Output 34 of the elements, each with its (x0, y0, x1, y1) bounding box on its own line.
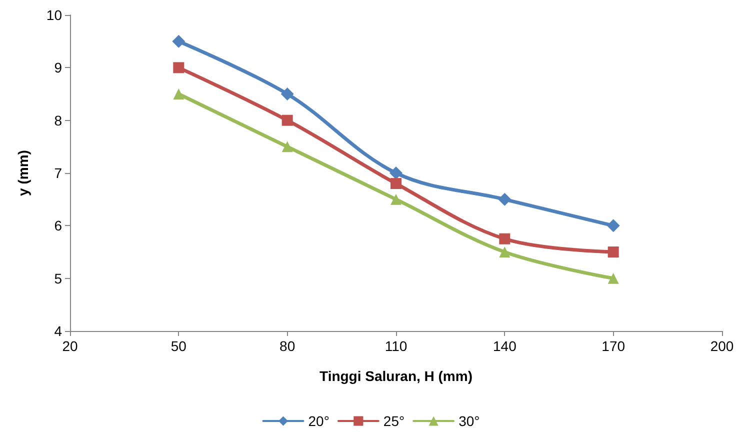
x-tick-label: 20 (62, 338, 78, 354)
point (390, 178, 402, 190)
point (173, 62, 184, 74)
x-tick-label: 140 (492, 338, 517, 354)
x-tick-label: 50 (170, 338, 187, 354)
x-tick-label: 80 (280, 338, 296, 354)
x-tick-label: 110 (384, 338, 408, 354)
legend-label: 30° (458, 413, 480, 429)
point (172, 34, 186, 48)
point (280, 88, 294, 100)
x-tick-label: 170 (602, 338, 626, 354)
point (390, 194, 402, 205)
y-tick-label: 5 (54, 270, 62, 286)
y-tick-label: 8 (54, 112, 62, 128)
y-tick-label: 6 (54, 218, 62, 234)
y-tick-label: 4 (54, 323, 62, 339)
y-axis-title: y (mm) (15, 150, 31, 196)
point (499, 246, 510, 258)
point (173, 88, 184, 100)
point (499, 233, 510, 244)
x-axis-title: Tinggi Saluran, H (mm) (320, 368, 472, 384)
point (608, 272, 619, 284)
point (282, 141, 293, 152)
point (390, 166, 402, 180)
y-tick-label: 7 (54, 165, 62, 181)
y-tick-label: 9 (54, 60, 62, 76)
point (608, 246, 619, 258)
legend-label: 20° (308, 413, 330, 429)
point (282, 114, 293, 126)
x-tick-label: 200 (710, 338, 734, 354)
point (498, 192, 512, 206)
y-tick-label: 10 (46, 7, 62, 23)
legend-label: 25° (383, 413, 405, 429)
point (606, 219, 620, 232)
